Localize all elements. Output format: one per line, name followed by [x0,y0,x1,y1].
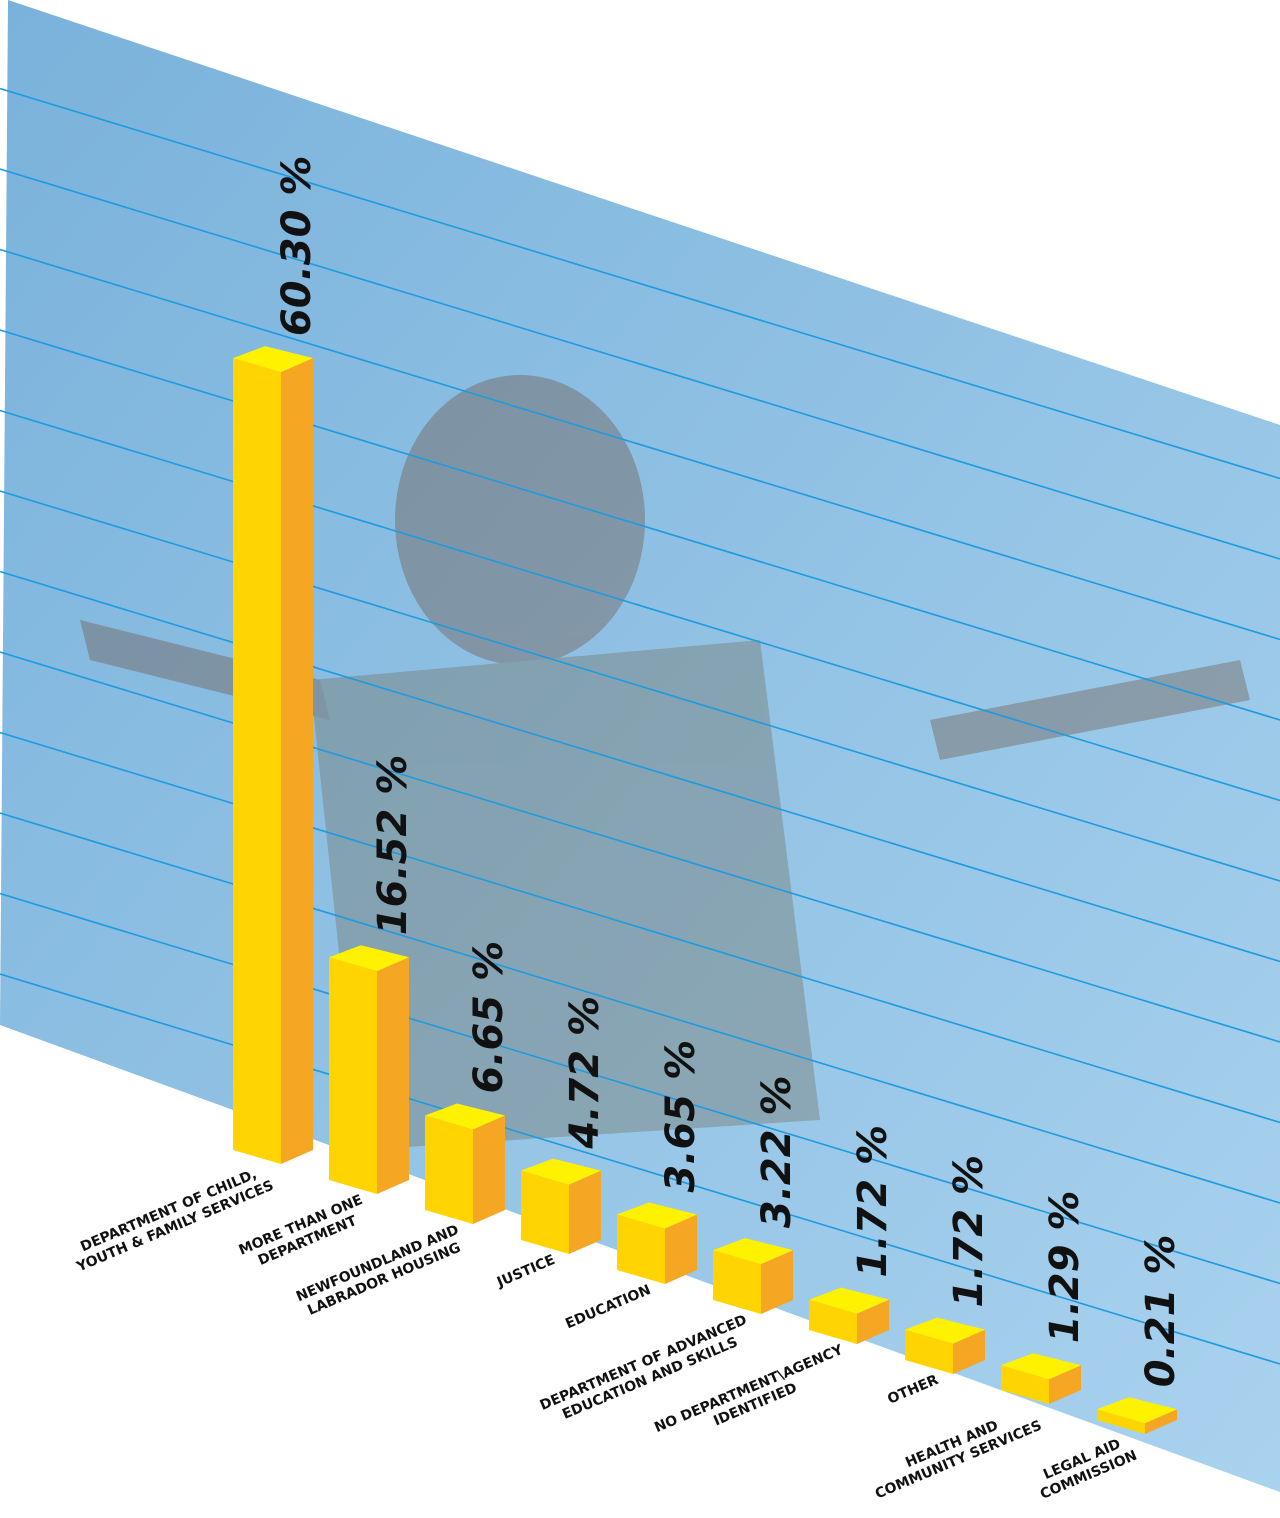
bar [329,945,409,1194]
bar [521,1159,601,1254]
bar-side [281,358,313,1164]
bar [233,346,313,1164]
bar-front [521,1171,569,1254]
value-label: 0.21 % [1138,1235,1184,1388]
bar-side [377,957,409,1194]
value-label: 60.30 % [274,156,320,337]
bar [425,1104,505,1224]
value-label: 1.72 % [850,1125,896,1278]
bar-side [569,1171,601,1254]
bar-front [233,358,281,1164]
bar [617,1203,697,1284]
chart: 60.30 % 16.52 % 6.65 % 4.72 % 3.65 % 3.22 % 1.… [0,0,1280,1518]
value-label: 3.65 % [658,1040,704,1193]
value-label: 3.22 % [754,1075,800,1228]
bar [713,1238,793,1314]
bar-front [329,957,377,1194]
bar-front [425,1116,473,1224]
value-label: 6.65 % [466,941,512,1094]
value-label: 16.52 % [370,755,416,936]
value-label: 1.29 % [1042,1191,1088,1344]
value-label: 1.72 % [946,1155,992,1308]
bar-side [473,1116,505,1224]
value-label: 4.72 % [562,996,608,1150]
